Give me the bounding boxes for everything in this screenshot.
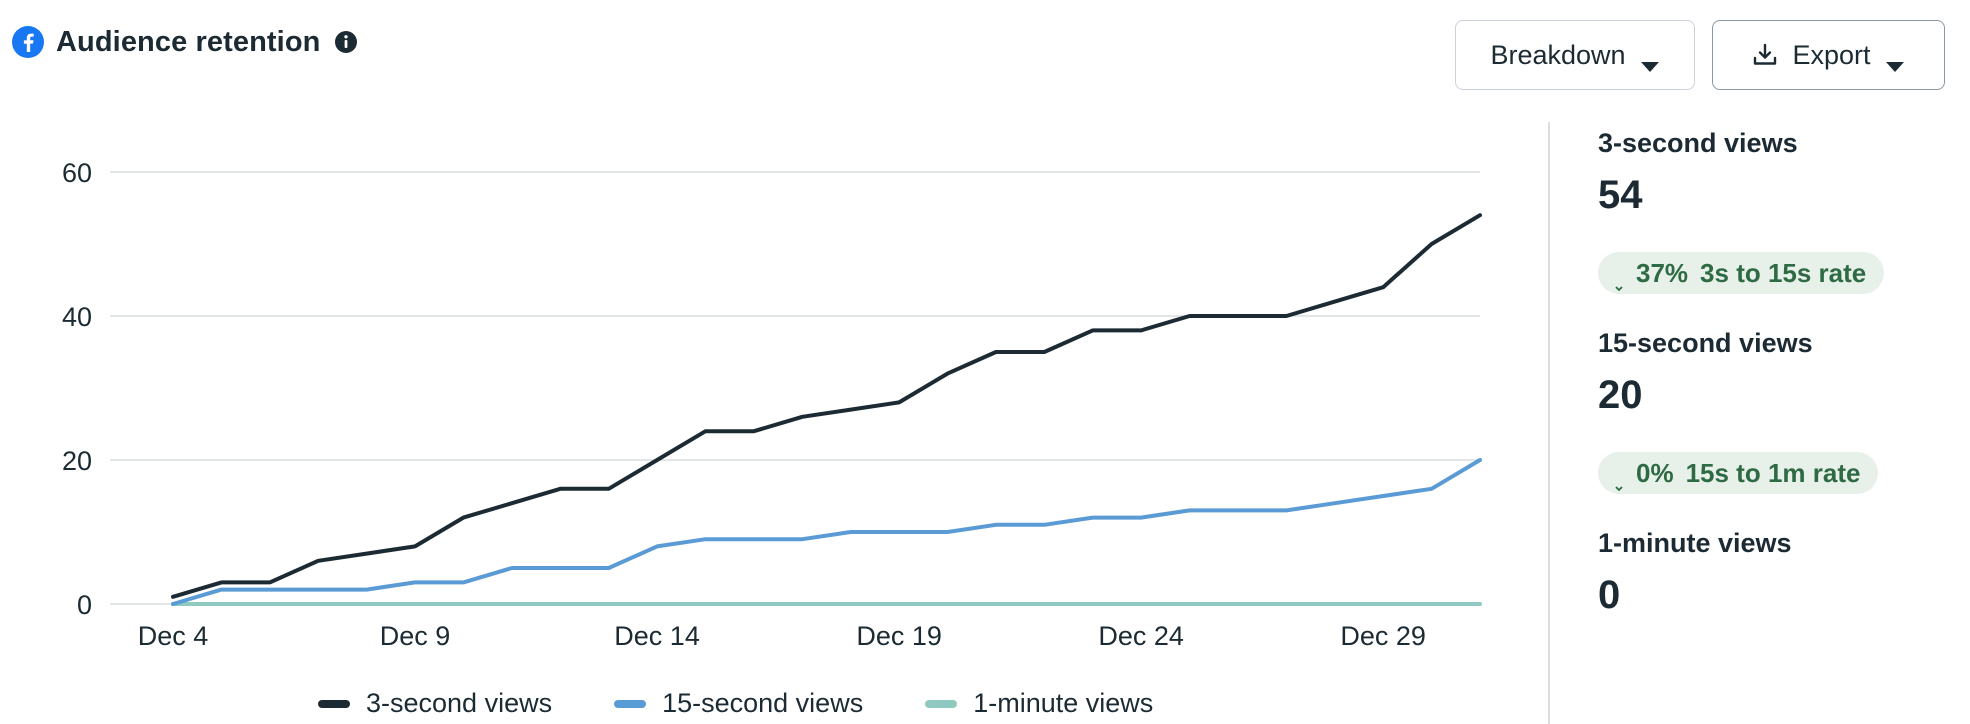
- page-title: Audience retention: [56, 25, 321, 58]
- rate-percent: 0%: [1636, 457, 1674, 488]
- stat-label: 3-second views: [1598, 128, 1798, 158]
- export-button[interactable]: Export: [1712, 20, 1945, 90]
- stat-value: 0: [1598, 573, 1621, 617]
- x-tick-label: Dec 29: [1340, 621, 1426, 651]
- chevron-down-icon: [1614, 269, 1624, 292]
- rate-label: 3s to 15s rate: [1700, 257, 1867, 288]
- rate-badge-15s-to-1m: 0% 15s to 1m rate: [1598, 452, 1879, 494]
- legend-item-15-second[interactable]: 15-second views: [614, 688, 863, 719]
- facebook-icon: [12, 26, 44, 58]
- chart-area: 0 20 40 60 Dec 4 Dec 9 Dec 14 Dec 19 Dec 24 Dec 2…: [0, 110, 1540, 724]
- x-tick-label: Dec 14: [614, 621, 700, 651]
- y-tick-label: 60: [62, 158, 92, 188]
- stat-label: 1-minute views: [1598, 528, 1792, 558]
- y-tick-label: 20: [62, 446, 92, 476]
- stat-1-minute: 1-minute views 0: [1598, 528, 1792, 618]
- x-tick-label: Dec 24: [1098, 621, 1184, 651]
- legend-label: 1-minute views: [973, 688, 1154, 718]
- x-tick-label: Dec 19: [856, 621, 942, 651]
- rate-percent: 37%: [1636, 257, 1689, 288]
- y-tick-label: 0: [77, 590, 92, 620]
- y-tick-label: 40: [62, 302, 92, 332]
- chevron-down-icon: [1614, 469, 1624, 492]
- chevron-down-icon: [1640, 49, 1660, 72]
- legend-label: 3-second views: [366, 688, 553, 718]
- breakdown-button[interactable]: Breakdown: [1455, 20, 1695, 90]
- stat-15-second: 15-second views 20: [1598, 328, 1813, 418]
- legend-label: 15-second views: [662, 688, 864, 718]
- info-icon[interactable]: [334, 30, 358, 54]
- export-label: Export: [1792, 39, 1871, 70]
- legend-swatch: [614, 699, 647, 708]
- legend-item-3-second[interactable]: 3-second views: [318, 688, 552, 719]
- chevron-down-icon: [1885, 49, 1905, 72]
- stat-value: 54: [1598, 173, 1643, 217]
- rate-label: 15s to 1m rate: [1685, 457, 1861, 488]
- stat-label: 15-second views: [1598, 328, 1813, 358]
- divider: [1548, 122, 1550, 724]
- legend-item-1-minute[interactable]: 1-minute views: [925, 688, 1153, 719]
- legend-swatch: [318, 699, 350, 708]
- series-line-3-second-views: [171, 213, 1482, 599]
- download-icon: [1752, 42, 1778, 68]
- stat-3-second: 3-second views 54: [1598, 128, 1798, 218]
- series-line-15-second-views: [171, 458, 1482, 606]
- chart-header: Audience retention: [12, 22, 358, 62]
- x-tick-label: Dec 4: [138, 621, 209, 651]
- legend-swatch: [925, 699, 958, 708]
- line-chart: 0 20 40 60 Dec 4 Dec 9 Dec 14 Dec 19 Dec 24 Dec 2…: [62, 158, 1482, 651]
- chart-legend: 3-second views 15-second views 1-minute …: [318, 688, 1153, 719]
- x-tick-label: Dec 9: [380, 621, 451, 651]
- breakdown-label: Breakdown: [1490, 39, 1626, 70]
- rate-badge-3s-to-15s: 37% 3s to 15s rate: [1598, 252, 1885, 294]
- stat-value: 20: [1598, 373, 1643, 417]
